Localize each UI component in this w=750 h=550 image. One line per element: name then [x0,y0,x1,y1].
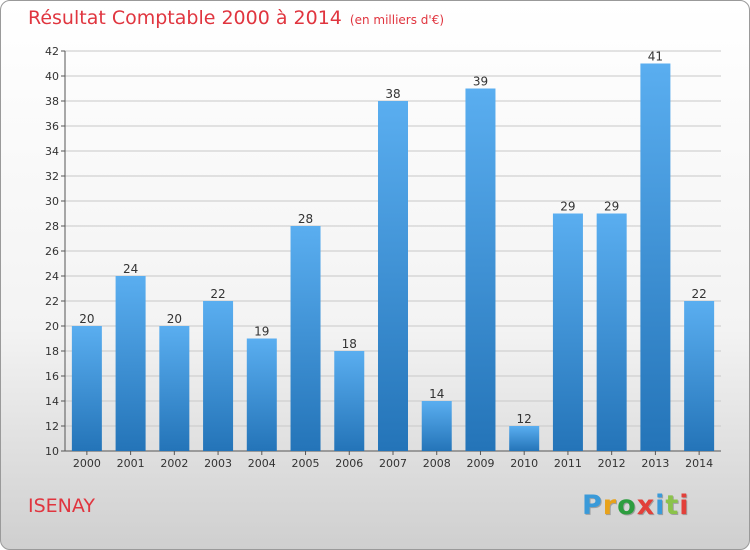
logo-letter: x [636,490,656,521]
bar [246,338,277,451]
data-label: 38 [385,87,400,101]
data-label: 41 [648,50,663,64]
bar [552,213,583,451]
y-tick-label: 12 [45,420,59,433]
x-tick-label: 2009 [466,457,494,470]
y-tick-label: 32 [45,170,59,183]
y-tick-label: 20 [45,320,59,333]
x-tick-label: 2014 [685,457,713,470]
chart-title: Résultat Comptable 2000 à 2014 (en millie… [28,7,444,29]
bar [465,88,496,451]
y-tick-label: 42 [45,45,59,58]
y-tick-label: 38 [45,95,59,108]
y-tick-label: 24 [45,270,59,283]
y-tick-label: 28 [45,220,59,233]
data-label: 39 [473,75,488,89]
logo-letter: i [655,490,666,521]
x-tick-label: 2006 [335,457,363,470]
data-label: 18 [342,337,357,351]
data-label: 19 [254,325,269,339]
bar [378,101,408,451]
y-tick-label: 22 [45,295,59,308]
logo-letter: o [617,490,637,521]
x-tick-label: 2002 [160,457,188,470]
y-tick-label: 30 [45,195,59,208]
x-tick-label: 2008 [423,457,451,470]
bars [71,63,715,451]
title-unit: (en milliers d'€) [349,13,445,27]
x-tick-label: 2013 [641,457,669,470]
bar [596,213,627,451]
bar [71,326,102,451]
bar [334,351,365,451]
y-tick-label: 36 [45,120,59,133]
data-label: 24 [123,262,138,276]
x-tick-label: 2003 [204,457,232,470]
y-tick-label: 26 [45,245,59,258]
bar [115,276,146,451]
data-label: 22 [210,287,225,301]
bar [421,401,452,451]
x-tick-label: 2012 [598,457,626,470]
x-tick-label: 2011 [554,457,582,470]
y-tick-label: 14 [45,395,59,408]
logo-letter: t [665,490,680,521]
x-tick-label: 2000 [73,457,101,470]
logo-letter: r [602,490,618,521]
data-label: 29 [604,200,619,214]
x-tick-label: 2010 [510,457,538,470]
logo-letter: i [679,490,690,521]
bar [203,301,234,451]
data-label: 29 [560,200,575,214]
title-text: Résultat Comptable 2000 à 2014 [28,7,342,29]
commune-name: ISENAY [28,495,96,517]
bar [509,426,540,451]
data-label: 14 [429,387,444,401]
x-tick-label: 2004 [248,457,276,470]
x-tick-label: 2007 [379,457,407,470]
y-tick-label: 10 [45,445,59,458]
bar [640,63,671,451]
labels: 10 12 14 16 18 20 22 24 26 28 30 32 34 36 38 40 42 20 2000… [45,45,713,470]
data-label: 28 [298,212,313,226]
data-label: 22 [691,287,706,301]
data-label: 20 [167,312,182,326]
proxiti-logo: Proxiti [582,490,690,521]
y-tick-label: 18 [45,345,59,358]
x-tick-label: 2001 [117,457,145,470]
bar [290,226,321,451]
bar [684,301,715,451]
y-tick-label: 34 [45,145,59,158]
y-tick-label: 40 [45,70,59,83]
y-tick-label: 16 [45,370,59,383]
logo-letter: P [582,490,603,521]
data-label: 20 [79,312,94,326]
bar [159,326,190,451]
data-label: 12 [517,412,532,426]
x-tick-label: 2005 [292,457,320,470]
